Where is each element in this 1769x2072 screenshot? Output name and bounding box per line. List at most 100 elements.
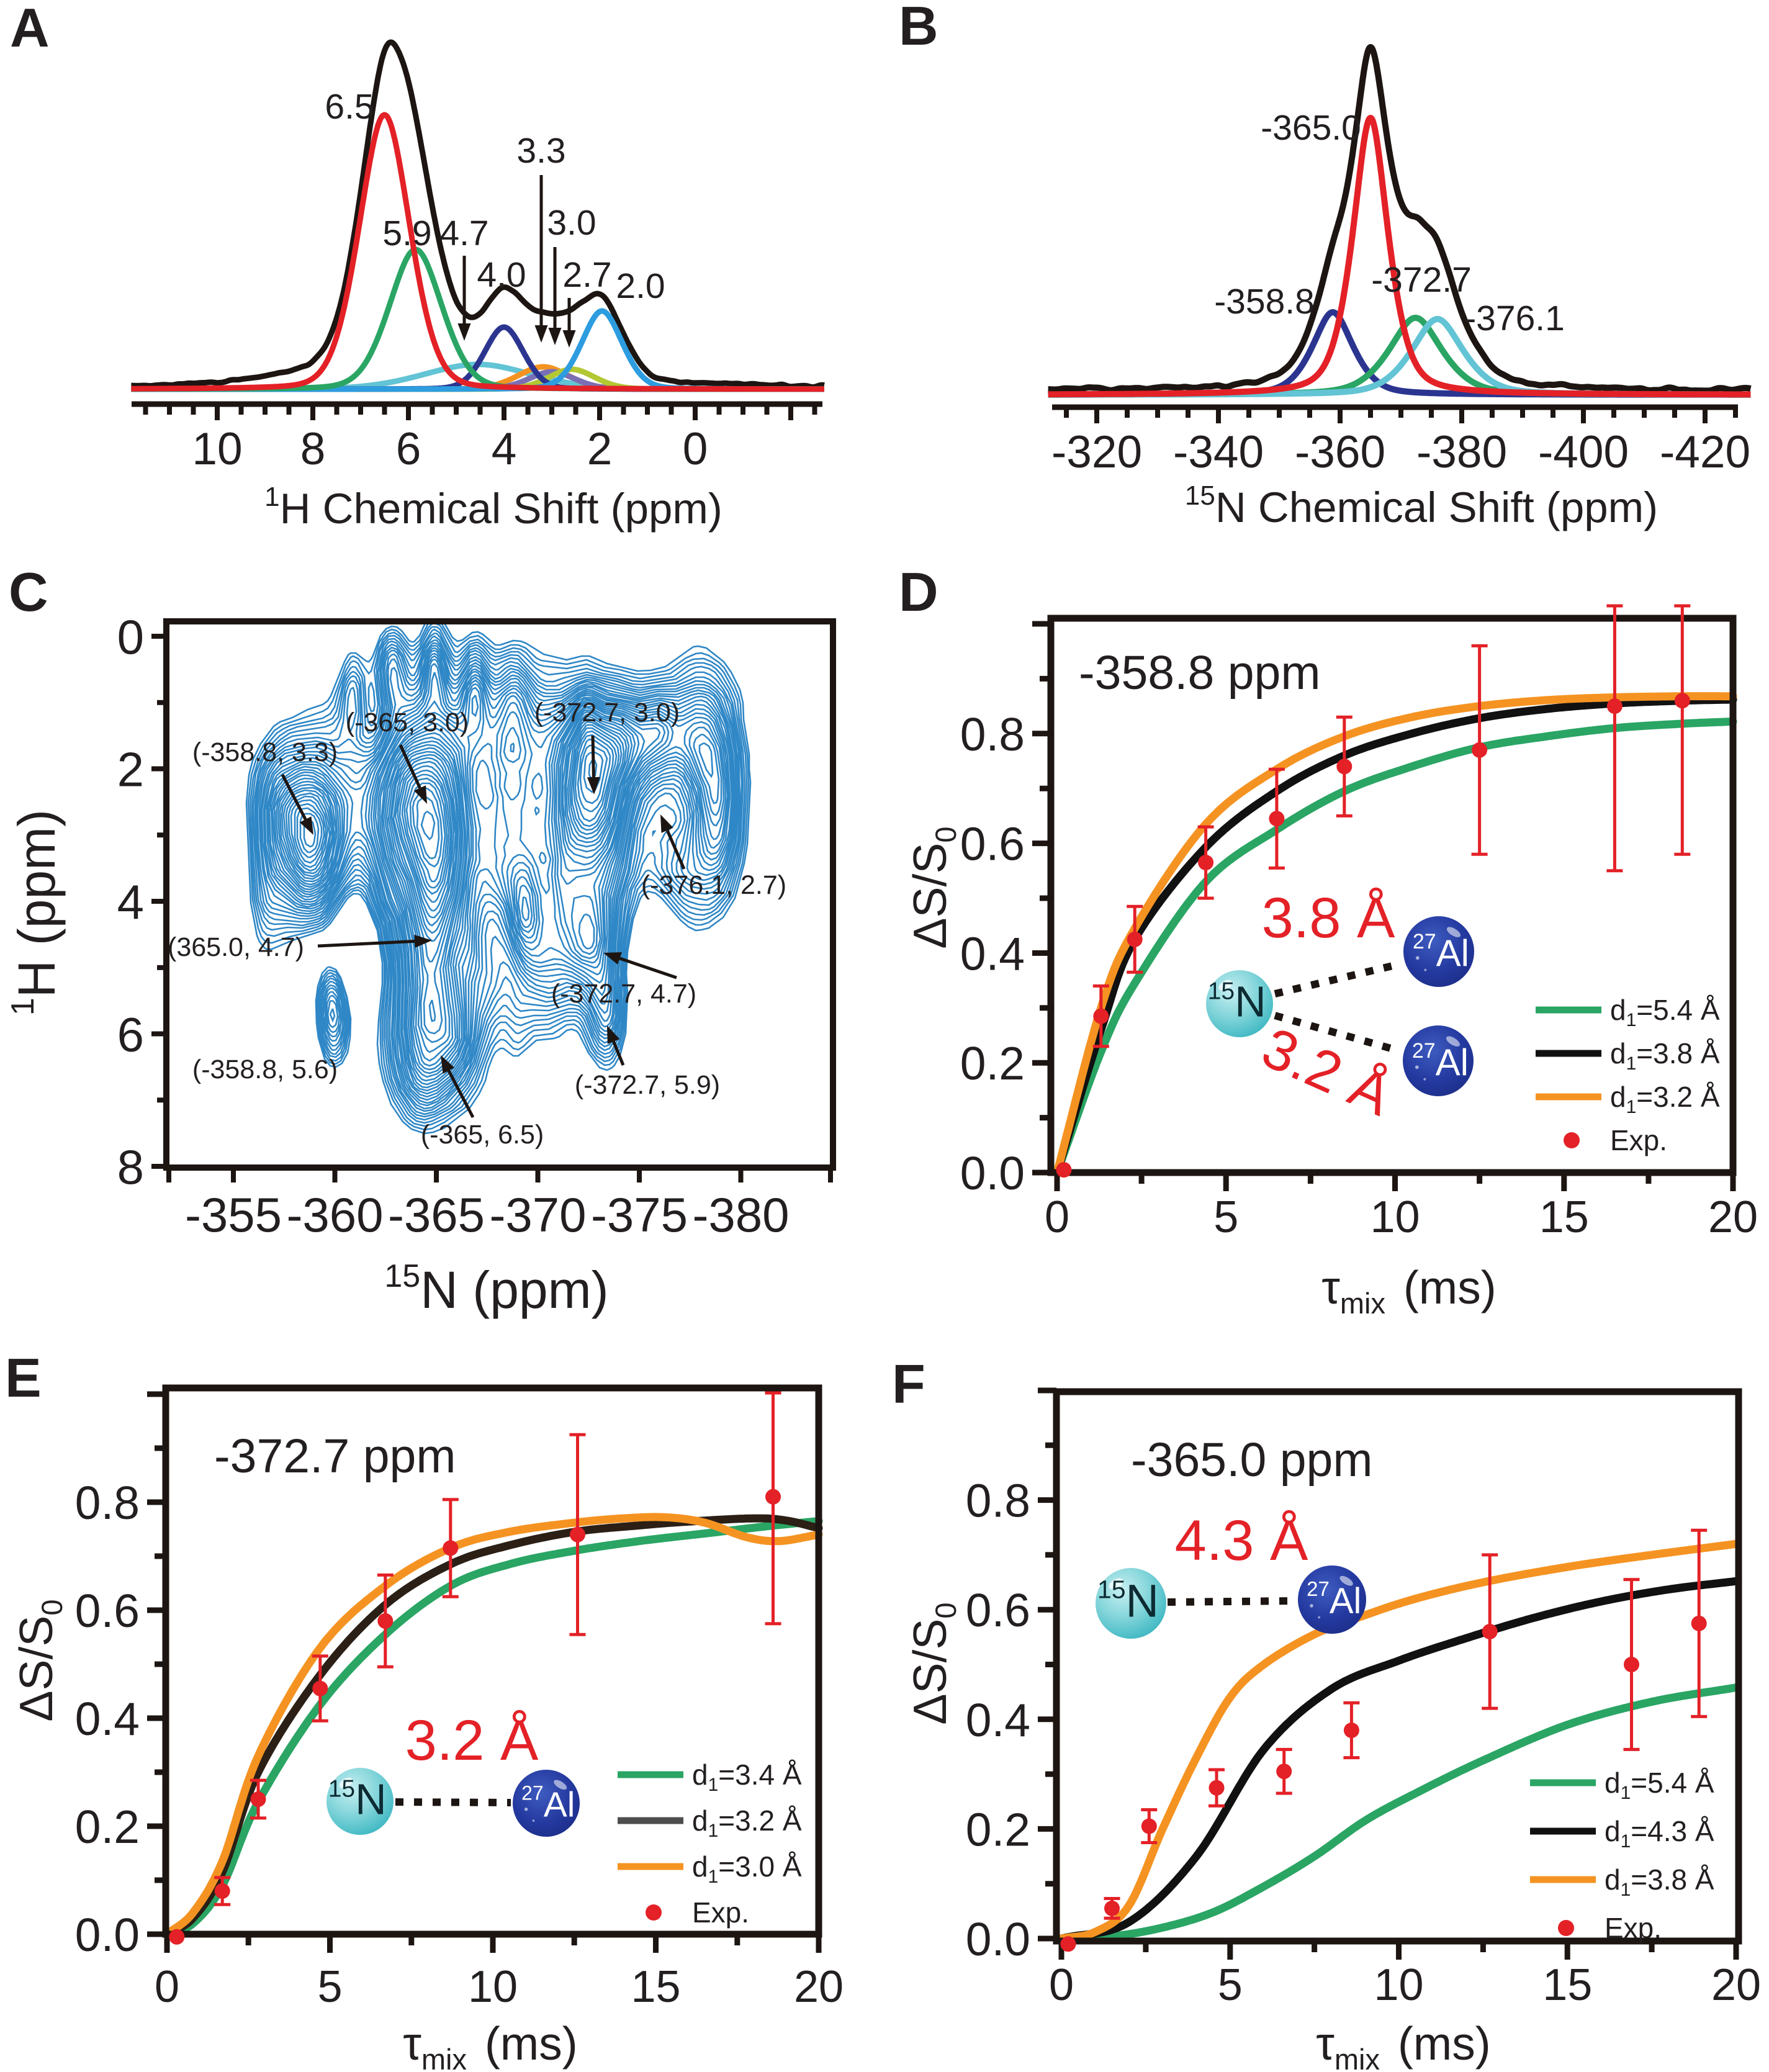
svg-text:C: C — [9, 561, 48, 623]
svg-text:-365.0 ppm: -365.0 ppm — [1131, 1433, 1373, 1487]
svg-text:0.4: 0.4 — [960, 927, 1025, 980]
svg-text:4.0: 4.0 — [477, 255, 526, 295]
svg-text:1H Chemical Shift (ppm): 1H Chemical Shift (ppm) — [264, 482, 722, 533]
svg-text:3.2 Å: 3.2 Å — [405, 1709, 539, 1772]
svg-text:d1=3.8 Å: d1=3.8 Å — [1605, 1863, 1714, 1900]
svg-text:Exp.: Exp. — [1610, 1124, 1667, 1156]
svg-text:0.6: 0.6 — [960, 818, 1025, 870]
svg-text:4.3 Å: 4.3 Å — [1175, 1509, 1308, 1572]
svg-text:(-372.7, 4.7): (-372.7, 4.7) — [551, 979, 696, 1009]
svg-text:4.7: 4.7 — [439, 214, 488, 253]
svg-text:-360: -360 — [286, 1187, 383, 1242]
svg-text:20: 20 — [1708, 1192, 1758, 1242]
svg-text:ΔS/S0: ΔS/S0 — [904, 826, 962, 948]
svg-text:τmix (ms): τmix (ms) — [403, 2017, 578, 2072]
svg-text:-360: -360 — [1295, 427, 1385, 477]
svg-text:3.0: 3.0 — [547, 203, 596, 243]
svg-text:-340: -340 — [1173, 427, 1264, 477]
svg-text:5: 5 — [1218, 1960, 1243, 2010]
svg-text:τmix (ms): τmix (ms) — [1321, 1261, 1497, 1320]
svg-text:(-365, 3.0): (-365, 3.0) — [346, 708, 469, 737]
svg-text:5: 5 — [317, 1962, 342, 2012]
svg-text:(365.0, 4.7): (365.0, 4.7) — [168, 932, 304, 962]
svg-text:-372.7: -372.7 — [1371, 260, 1472, 300]
svg-text:-355: -355 — [185, 1187, 282, 1242]
svg-text:0.2: 0.2 — [966, 1803, 1030, 1855]
svg-text:d1=5.4 Å: d1=5.4 Å — [1610, 994, 1720, 1030]
svg-text:d1=5.4 Å: d1=5.4 Å — [1605, 1767, 1714, 1803]
svg-text:0.0: 0.0 — [960, 1147, 1025, 1199]
svg-text:5.9: 5.9 — [382, 214, 431, 253]
svg-text:3.3: 3.3 — [516, 131, 565, 171]
svg-text:d1=3.4 Å: d1=3.4 Å — [692, 1759, 802, 1795]
svg-text:0.8: 0.8 — [75, 1477, 140, 1529]
svg-text:-365.0: -365.0 — [1261, 108, 1361, 148]
svg-text:15: 15 — [1539, 1192, 1589, 1242]
svg-text:15N Chemical Shift (ppm): 15N Chemical Shift (ppm) — [1185, 480, 1658, 531]
svg-text:2.7: 2.7 — [562, 255, 611, 295]
svg-text:8: 8 — [300, 424, 326, 474]
svg-text:0.4: 0.4 — [75, 1693, 140, 1745]
svg-text:20: 20 — [1711, 1960, 1761, 2010]
svg-text:15: 15 — [1542, 1960, 1592, 2010]
svg-text:27Al: 27Al — [1412, 1039, 1469, 1083]
svg-text:d1=3.2 Å: d1=3.2 Å — [1610, 1081, 1720, 1117]
svg-text:0.2: 0.2 — [960, 1037, 1025, 1089]
svg-text:E: E — [5, 1347, 42, 1408]
svg-text:15N (ppm): 15N (ppm) — [384, 1258, 608, 1319]
svg-text:(-365, 6.5): (-365, 6.5) — [421, 1120, 544, 1150]
svg-text:D: D — [899, 561, 939, 623]
svg-text:1H (ppm): 1H (ppm) — [5, 809, 66, 1016]
svg-text:10: 10 — [192, 424, 242, 474]
svg-text:-358.8 ppm: -358.8 ppm — [1079, 646, 1321, 700]
svg-text:d1=3.0 Å: d1=3.0 Å — [692, 1850, 802, 1887]
svg-text:-400: -400 — [1538, 427, 1629, 477]
svg-text:3.8 Å: 3.8 Å — [1262, 886, 1395, 950]
svg-text:τmix (ms): τmix (ms) — [1316, 2017, 1491, 2072]
svg-text:(-358.8, 3.3): (-358.8, 3.3) — [192, 737, 338, 767]
svg-text:-376.1: -376.1 — [1464, 299, 1565, 338]
svg-text:0.8: 0.8 — [966, 1475, 1030, 1527]
svg-text:0.2: 0.2 — [75, 1801, 140, 1853]
svg-text:27Al: 27Al — [521, 1782, 575, 1825]
svg-text:(-372.7, 3.0): (-372.7, 3.0) — [534, 698, 680, 727]
svg-text:15N: 15N — [328, 1775, 387, 1824]
svg-text:-372.7 ppm: -372.7 ppm — [214, 1430, 456, 1483]
svg-text:d1=4.3 Å: d1=4.3 Å — [1605, 1815, 1714, 1852]
svg-text:Exp.: Exp. — [692, 1896, 749, 1929]
svg-text:10: 10 — [468, 1962, 518, 2012]
svg-text:d1=3.2 Å: d1=3.2 Å — [692, 1804, 802, 1841]
svg-text:27Al: 27Al — [1307, 1577, 1361, 1621]
svg-text:(-358.8, 5.6): (-358.8, 5.6) — [192, 1055, 338, 1084]
svg-text:(-372.7, 5.9): (-372.7, 5.9) — [575, 1070, 720, 1100]
svg-text:0.0: 0.0 — [966, 1913, 1030, 1965]
svg-text:0: 0 — [1045, 1192, 1069, 1242]
svg-text:0.6: 0.6 — [966, 1584, 1030, 1636]
svg-text:-365: -365 — [388, 1187, 485, 1242]
svg-text:6.5: 6.5 — [325, 87, 374, 127]
svg-text:10: 10 — [1370, 1192, 1420, 1242]
svg-text:0.4: 0.4 — [966, 1694, 1030, 1746]
svg-text:A: A — [10, 0, 50, 58]
svg-text:4: 4 — [492, 424, 517, 474]
svg-text:0: 0 — [1049, 1960, 1074, 2010]
svg-text:15N: 15N — [1097, 1575, 1159, 1627]
svg-text:10: 10 — [1374, 1960, 1423, 2010]
svg-text:27Al: 27Al — [1413, 930, 1469, 974]
svg-text:F: F — [892, 1353, 925, 1415]
svg-text:5: 5 — [1213, 1192, 1238, 1242]
svg-text:3.2 Å: 3.2 Å — [1253, 1016, 1401, 1128]
svg-text:15: 15 — [631, 1962, 680, 2012]
svg-text:0: 0 — [683, 424, 708, 474]
svg-text:0.6: 0.6 — [75, 1585, 140, 1637]
svg-text:0: 0 — [155, 1962, 179, 2012]
svg-text:2: 2 — [117, 742, 144, 797]
svg-text:15N: 15N — [1208, 978, 1266, 1026]
svg-text:2: 2 — [587, 424, 613, 474]
svg-text:0.0: 0.0 — [75, 1909, 140, 1961]
svg-text:d1=3.8 Å: d1=3.8 Å — [1610, 1037, 1720, 1074]
svg-text:0: 0 — [117, 610, 144, 664]
svg-text:(-376.1, 2.7): (-376.1, 2.7) — [641, 870, 786, 900]
svg-text:-370: -370 — [489, 1187, 586, 1242]
svg-text:4: 4 — [117, 875, 144, 929]
